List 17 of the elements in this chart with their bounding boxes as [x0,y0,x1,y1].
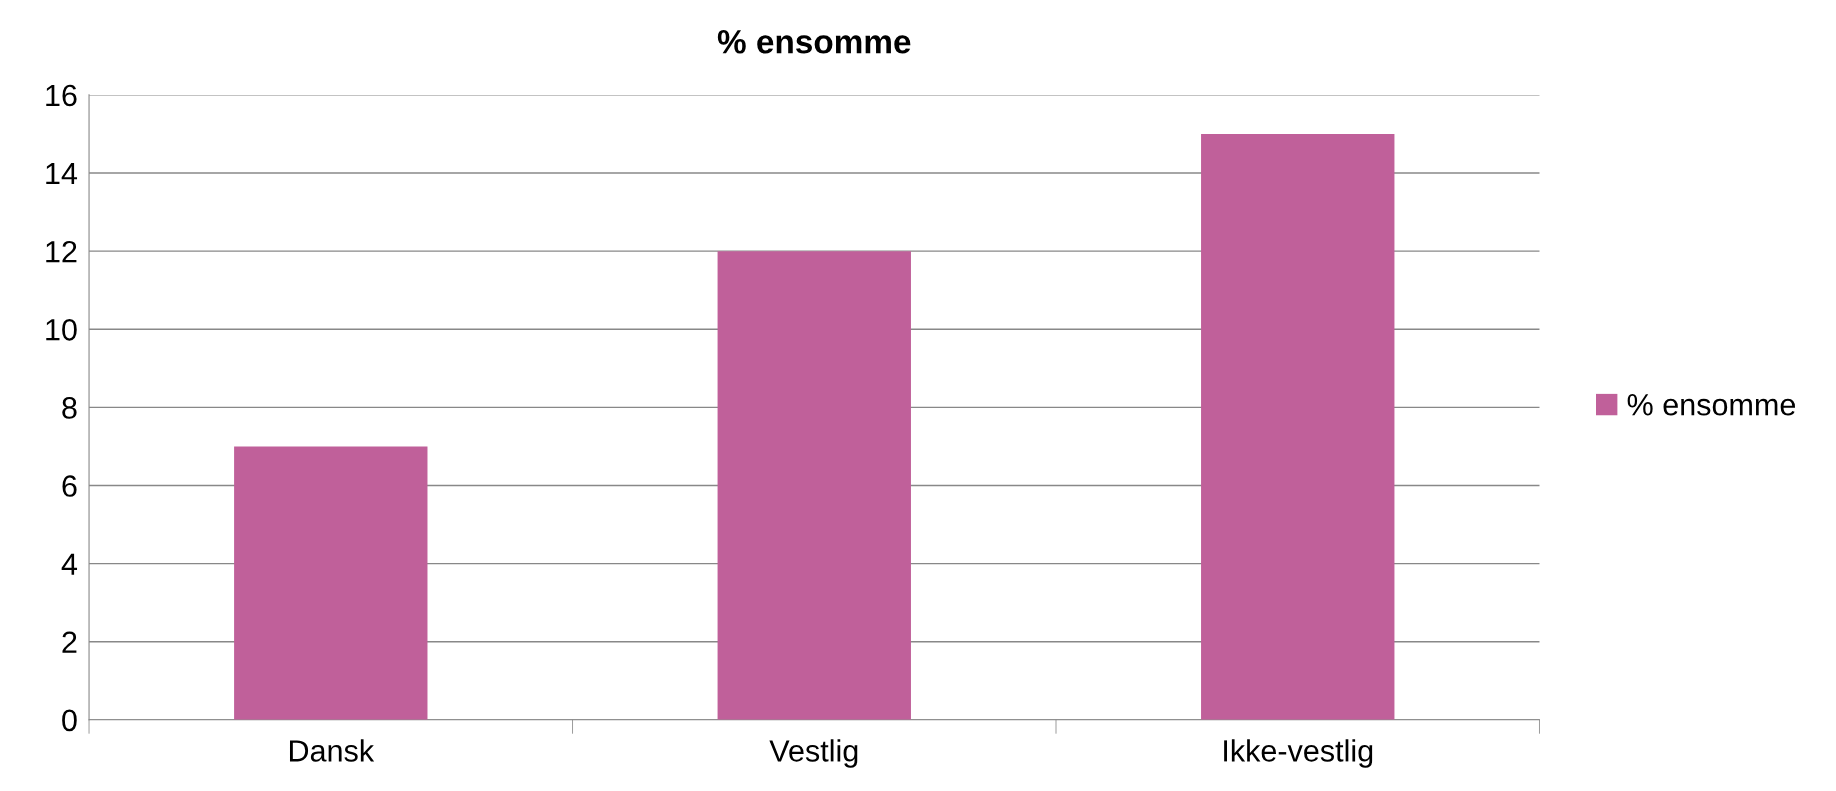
bar [234,446,428,720]
y-tick-label: 6 [62,475,77,497]
y-tick-label: 10 [46,318,77,341]
y-tick-label: 4 [61,553,78,575]
x-tick-label: Ikke-vestlig [1224,739,1373,768]
y-tick-label: 0 [62,709,77,732]
y-tick-label: 14 [46,163,78,185]
y-tick-label: 16 [46,84,77,107]
chart-title: % ensomme [717,30,911,54]
bar [1201,133,1395,720]
x-tick-label: Dansk [289,739,375,762]
bar [717,251,911,720]
y-tick-label: 8 [62,397,77,419]
legend-label: % ensomme [1627,394,1796,416]
y-tick-label: 12 [46,240,77,263]
x-tick-label: Vestlig [769,739,858,768]
y-tick-label: 2 [62,631,77,653]
